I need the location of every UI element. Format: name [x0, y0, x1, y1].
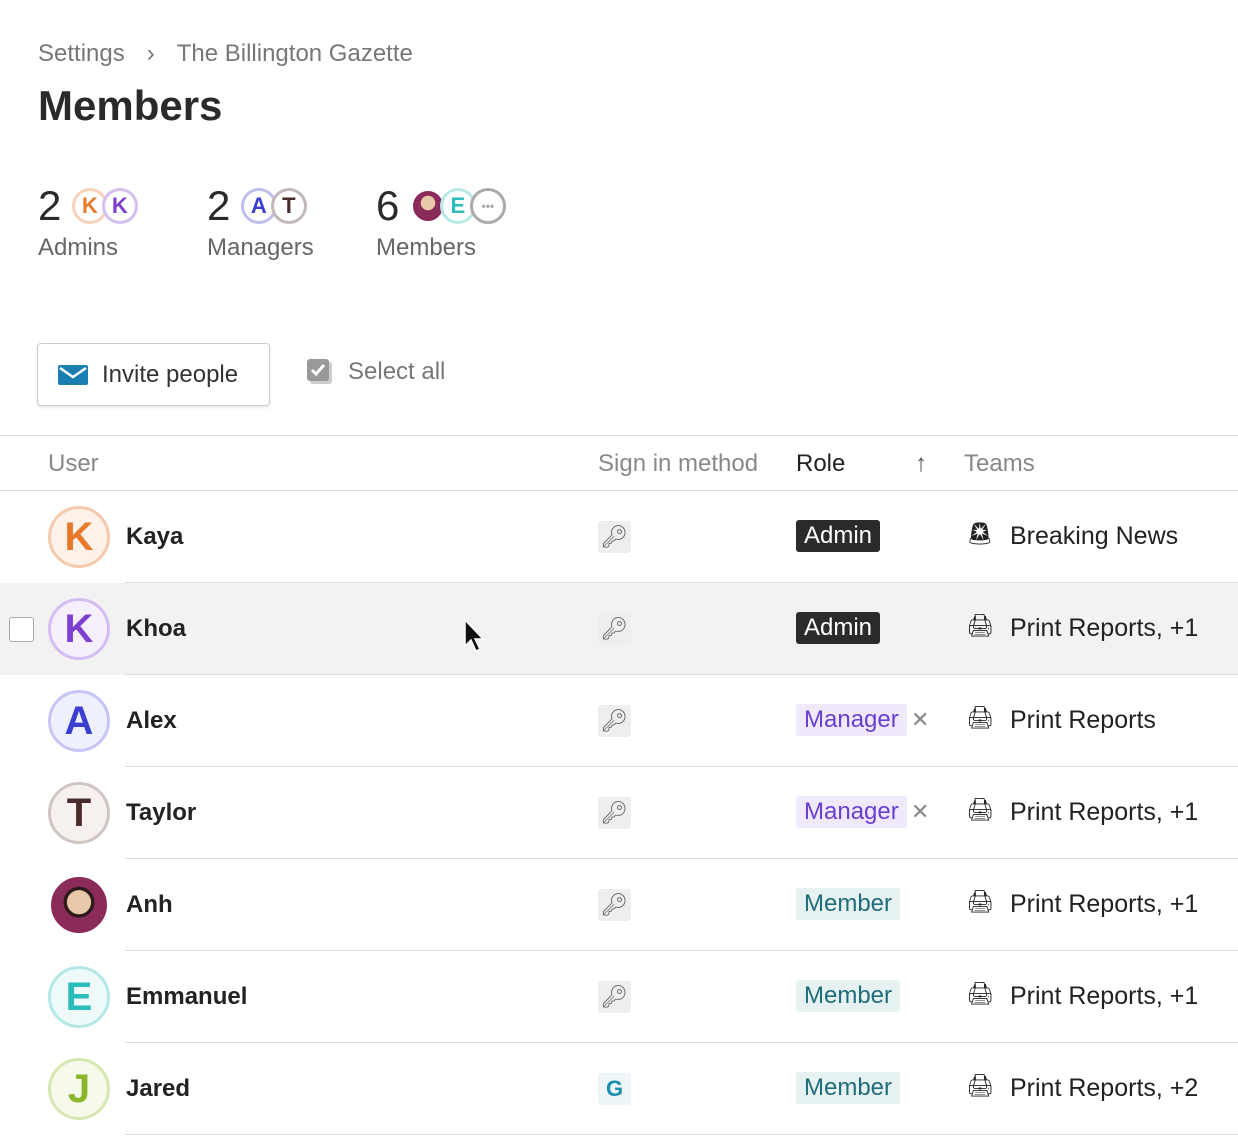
key-icon: 🔑︎: [598, 889, 631, 921]
teams-text[interactable]: Print Reports, +1: [1010, 614, 1199, 642]
row-divider: [125, 858, 1238, 859]
mini-avatar: •••: [469, 188, 506, 224]
typewriter-icon: 🖨︎: [966, 1073, 994, 1098]
row-divider: [125, 950, 1238, 951]
mini-avatar: T: [270, 188, 307, 224]
teams-text[interactable]: Print Reports, +2: [1010, 1074, 1199, 1102]
stat-count: 2: [38, 182, 62, 229]
role-badge[interactable]: Member: [796, 1072, 901, 1104]
stat-label: Managers: [207, 234, 314, 261]
typewriter-icon: 🖨︎: [966, 797, 994, 822]
avatar: K: [48, 598, 110, 660]
key-icon: 🔑︎: [598, 613, 631, 645]
key-icon: 🔑︎: [598, 797, 631, 829]
page-title: Members: [38, 82, 223, 129]
role-badge[interactable]: Admin: [796, 520, 881, 552]
avatar: T: [48, 782, 110, 844]
mouse-cursor-icon: [464, 618, 485, 653]
select-all-button[interactable]: Select all: [306, 358, 445, 386]
row-divider: [125, 1134, 1238, 1135]
invite-label: Invite people: [102, 360, 239, 388]
row-divider: [125, 1042, 1238, 1043]
teams-text[interactable]: Breaking News: [1010, 522, 1179, 550]
user-name[interactable]: Khoa: [126, 615, 186, 642]
key-icon: 🔑︎: [598, 521, 631, 553]
table-header: User Sign in method Role ↑ Teams: [0, 435, 1238, 491]
column-user[interactable]: User: [48, 450, 99, 477]
row-divider: [125, 766, 1238, 767]
column-sign-in[interactable]: Sign in method: [598, 450, 759, 477]
stat-label: Admins: [38, 234, 119, 261]
user-name[interactable]: Kaya: [126, 523, 184, 550]
table-row[interactable]: Anh 🔑︎ Member 🖨︎ Print Reports, +1: [0, 859, 1238, 951]
column-role[interactable]: Role: [796, 450, 846, 477]
stat-label: Members: [376, 234, 477, 261]
teams-text[interactable]: Print Reports, +1: [1010, 982, 1199, 1010]
crossed-tools-icon: ✕: [911, 799, 930, 824]
chevron-right-icon: ›: [146, 40, 155, 67]
row-divider: [125, 582, 1238, 583]
key-icon: 🔑︎: [598, 705, 631, 737]
user-name[interactable]: Taylor: [126, 799, 197, 826]
teams-text[interactable]: Print Reports: [1010, 706, 1156, 734]
teams-text[interactable]: Print Reports, +1: [1010, 798, 1199, 826]
avatar: J: [48, 1058, 110, 1120]
crossed-tools-icon: ✕: [911, 707, 930, 732]
sort-arrow-up-icon[interactable]: ↑: [915, 450, 927, 477]
typewriter-icon: 🖨︎: [966, 613, 994, 638]
column-teams[interactable]: Teams: [964, 450, 1035, 477]
invite-people-button[interactable]: Invite people: [37, 343, 270, 406]
select-all-label: Select all: [348, 358, 446, 385]
role-badge[interactable]: Admin: [796, 612, 881, 644]
breadcrumb-settings-link[interactable]: Settings: [38, 40, 125, 67]
table-row[interactable]: E Emmanuel 🔑︎ Member 🖨︎ Print Reports, +…: [0, 951, 1238, 1043]
typewriter-icon: 🖨︎: [966, 705, 994, 730]
table-row[interactable]: A Alex 🔑︎ Manager ✕ 🖨︎ Print Reports: [0, 675, 1238, 767]
avatar: [48, 874, 110, 936]
breadcrumb-current: The Billington Gazette: [176, 40, 413, 67]
row-checkbox[interactable]: [9, 617, 34, 642]
stat-members: 6 E ••• Members: [376, 182, 506, 262]
avatar: E: [48, 966, 110, 1028]
role-badge[interactable]: Member: [796, 980, 901, 1012]
typewriter-icon: 🖨︎: [966, 981, 994, 1006]
breadcrumb: Settings › The Billington Gazette: [38, 40, 413, 68]
avatar: K: [48, 506, 110, 568]
siren-icon: 🚨︎: [966, 521, 994, 546]
user-name[interactable]: Emmanuel: [126, 983, 248, 1010]
key-icon: 🔑︎: [598, 981, 631, 1013]
table-row[interactable]: T Taylor 🔑︎ Manager ✕ 🖨︎ Print Reports, …: [0, 767, 1238, 859]
table-row[interactable]: J Jared G Member 🖨︎ Print Reports, +2: [0, 1043, 1238, 1135]
role-badge[interactable]: Manager: [796, 796, 907, 828]
user-name[interactable]: Jared: [126, 1075, 191, 1102]
envelope-icon: [58, 364, 88, 385]
table-row[interactable]: K Khoa 🔑︎ Admin 🖨︎ Print Reports, +1: [0, 583, 1238, 675]
mini-avatar: K: [101, 188, 138, 224]
user-name[interactable]: Alex: [126, 707, 177, 734]
avatar: A: [48, 690, 110, 752]
role-badge[interactable]: Member: [796, 888, 901, 920]
stat-count: 2: [207, 182, 231, 229]
teams-text[interactable]: Print Reports, +1: [1010, 890, 1199, 918]
user-name[interactable]: Anh: [126, 891, 173, 918]
role-badge[interactable]: Manager: [796, 704, 907, 736]
table-row[interactable]: K Kaya 🔑︎ Admin 🚨︎ Breaking News: [0, 491, 1238, 583]
google-icon: G: [598, 1073, 631, 1105]
row-divider: [125, 674, 1238, 675]
stat-count: 6: [376, 182, 400, 229]
typewriter-icon: 🖨︎: [966, 889, 994, 914]
checkbox-icon: [307, 359, 332, 384]
